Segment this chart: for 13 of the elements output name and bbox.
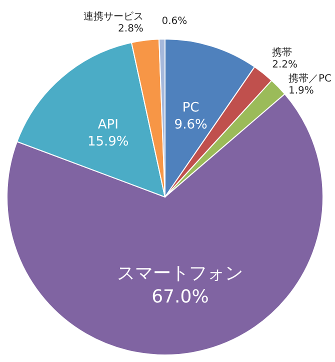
data-label: 67.0% bbox=[152, 286, 209, 308]
slice-label: API bbox=[98, 118, 118, 133]
data-label: 15.9% bbox=[87, 134, 129, 150]
data-label: 0.6% bbox=[162, 16, 188, 28]
data-label: 2.8% bbox=[118, 23, 144, 34]
slice-label: 連携サービス bbox=[83, 10, 144, 22]
data-label: 9.6% bbox=[174, 117, 208, 132]
slice-label: 携帯／PC bbox=[288, 72, 332, 84]
slice-label: スマートフォン bbox=[117, 262, 244, 284]
data-label: 1.9% bbox=[288, 85, 314, 96]
slice-label: 携帯 bbox=[272, 46, 292, 58]
data-label: 2.2% bbox=[272, 59, 298, 70]
slice-label: PC bbox=[182, 100, 200, 116]
